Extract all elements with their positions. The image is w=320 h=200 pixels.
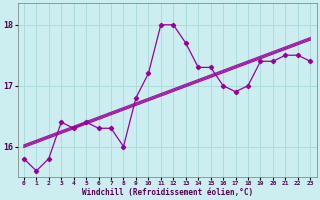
X-axis label: Windchill (Refroidissement éolien,°C): Windchill (Refroidissement éolien,°C) — [82, 188, 253, 197]
